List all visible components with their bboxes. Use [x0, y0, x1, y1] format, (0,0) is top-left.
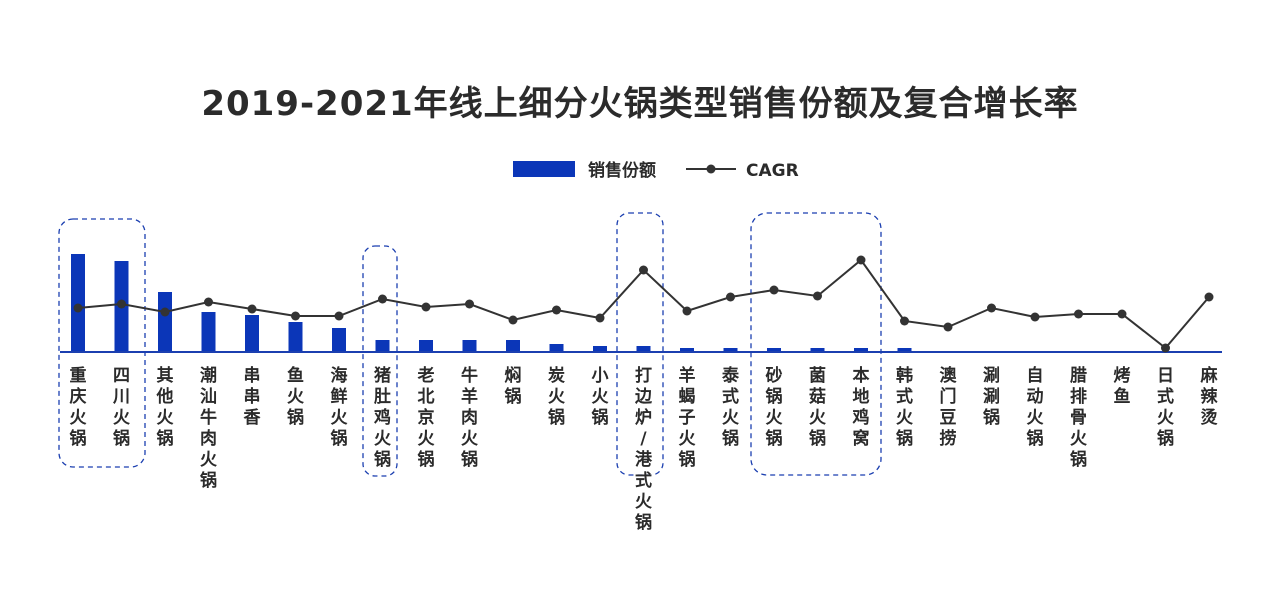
- bar: [810, 348, 825, 352]
- bar: [332, 328, 346, 352]
- cagr-point: [1074, 309, 1083, 319]
- cagr-point: [900, 316, 909, 326]
- cagr-point: [1204, 292, 1214, 302]
- bar: [419, 340, 433, 352]
- bar: [767, 348, 781, 352]
- cagr-point: [552, 305, 561, 315]
- bar: [723, 348, 738, 352]
- cagr-point: [856, 255, 866, 265]
- category-label: 泰式火锅: [722, 365, 740, 449]
- cagr-point: [639, 265, 648, 275]
- category-label: 打边炉/港式火锅: [634, 365, 653, 533]
- bar: [462, 340, 477, 352]
- highlight-box: [750, 212, 882, 476]
- cagr-point: [378, 294, 387, 304]
- highlight-box: [58, 218, 146, 468]
- bar: [680, 348, 694, 352]
- legend-bar-label: 销售份额: [588, 160, 656, 181]
- cagr-point: [465, 299, 474, 309]
- bar: [549, 344, 564, 352]
- category-label: 焖锅: [505, 365, 522, 407]
- cagr-point: [987, 303, 996, 313]
- cagr-point: [1161, 343, 1170, 353]
- bar: [506, 340, 520, 352]
- cagr-point: [682, 306, 692, 316]
- category-label: 砂锅火锅: [766, 365, 784, 449]
- bar: [288, 322, 303, 352]
- category-label: 海鲜火锅: [331, 365, 349, 449]
- cagr-point: [726, 292, 735, 302]
- category-label: 自动火锅: [1027, 365, 1045, 449]
- category-label: 牛羊肉火锅: [461, 365, 479, 470]
- cagr-point: [204, 297, 213, 307]
- category-label: 韩式火锅: [896, 365, 914, 449]
- category-label: 腊排骨火锅: [1070, 366, 1088, 470]
- cagr-point: [291, 311, 300, 321]
- category-label: 麻辣烫: [1200, 365, 1219, 428]
- category-label: 潮汕牛肉火锅: [200, 365, 218, 491]
- bar: [897, 348, 912, 352]
- chart-title: 2019-2021年线上细分火锅类型销售份额及复合增长率: [201, 84, 1079, 124]
- cagr-point: [334, 311, 344, 321]
- category-label: 烤鱼: [1114, 365, 1131, 407]
- cagr-point: [769, 285, 779, 295]
- category-label: 炭火锅: [548, 365, 566, 428]
- category-label: 鱼火锅: [287, 365, 305, 428]
- cagr-point: [813, 291, 822, 301]
- bar: [375, 340, 390, 352]
- cagr-point: [247, 304, 257, 314]
- highlight-box: [616, 212, 664, 476]
- cagr-point: [1030, 312, 1040, 322]
- bar: [201, 312, 216, 352]
- category-label: 四川火锅: [112, 366, 131, 449]
- category-label: 羊蝎子火锅: [679, 365, 697, 470]
- category-label: 澳门豆捞: [940, 365, 958, 449]
- bar: [593, 346, 607, 352]
- legend-line-dot: [706, 164, 716, 174]
- category-label: 涮涮锅: [983, 366, 1000, 428]
- category-labels: 重庆火锅 四川火锅 其他火锅 潮汕牛肉火锅 串串香 鱼火锅 海鲜火锅 猪肚鸡火锅 老北京火锅 牛羊…: [70, 365, 1219, 533]
- bar: [245, 315, 259, 352]
- bar: [158, 292, 172, 352]
- bar: [854, 348, 868, 352]
- category-label: 重庆火锅: [70, 365, 88, 449]
- cagr-series: [73, 255, 1214, 353]
- cagr-point: [508, 315, 518, 325]
- bar-series: [71, 254, 912, 352]
- cagr-point: [1117, 309, 1127, 319]
- category-label: 猪肚鸡火锅: [373, 365, 392, 470]
- category-label: 其他火锅: [156, 365, 175, 449]
- category-label: 小火锅: [592, 366, 610, 428]
- legend-line-label: CAGR: [746, 161, 799, 181]
- legend-bar-swatch: [513, 161, 575, 177]
- cagr-point: [943, 322, 953, 332]
- category-label: 日式火锅: [1157, 366, 1175, 449]
- bar: [71, 254, 85, 352]
- category-label: 串串香: [244, 365, 261, 428]
- cagr-point: [595, 313, 605, 323]
- category-label: 本地鸡窝: [852, 365, 870, 449]
- bar: [636, 346, 651, 352]
- legend: 销售份额 CAGR: [513, 160, 799, 181]
- category-label: 老北京火锅: [417, 365, 436, 470]
- cagr-point: [160, 307, 170, 317]
- cagr-point: [73, 303, 83, 313]
- highlight-boxes: [58, 212, 882, 477]
- cagr-point: [421, 302, 431, 312]
- category-label: 菌菇火锅: [809, 366, 827, 449]
- cagr-point: [117, 299, 126, 309]
- highlight-box: [362, 245, 398, 477]
